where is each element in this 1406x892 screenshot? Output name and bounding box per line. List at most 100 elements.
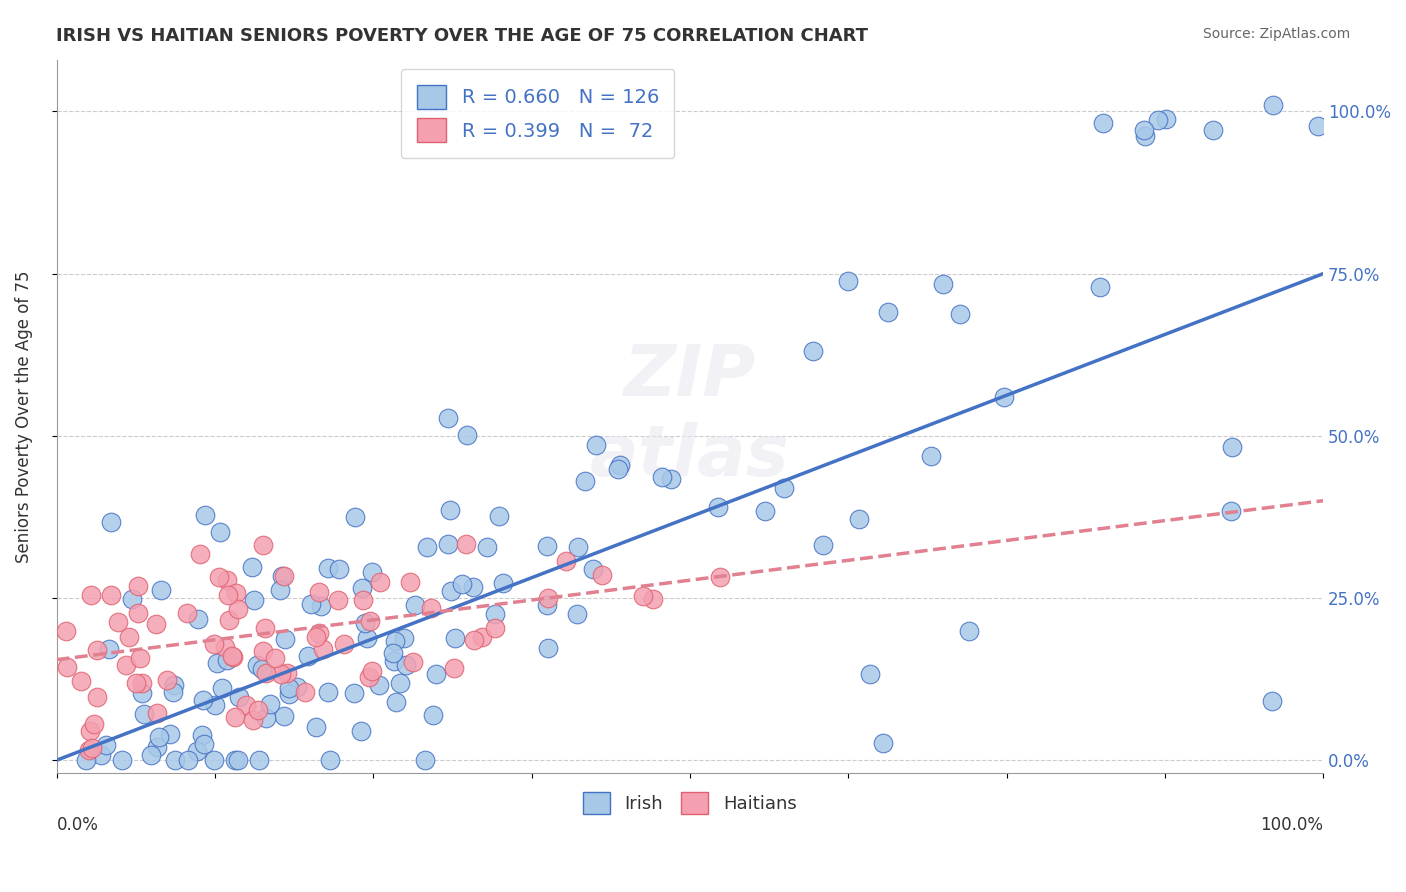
Point (350, 724, 373, 739)
Point (111, 753, 134, 767)
Point (389, 675, 412, 690)
Point (117, 630, 139, 644)
Point (332, 637, 354, 651)
Point (205, 657, 228, 671)
Point (344, 510, 367, 524)
Point (343, 686, 366, 700)
Point (186, 744, 208, 758)
Point (235, 698, 257, 712)
Point (226, 602, 249, 616)
Point (156, 673, 179, 687)
Point (1219, 504, 1241, 518)
Point (707, 500, 730, 514)
Point (211, 681, 233, 695)
Point (554, 554, 576, 568)
Point (876, 305, 898, 319)
Point (193, 738, 215, 752)
Point (297, 649, 319, 664)
Point (191, 693, 214, 707)
Point (837, 274, 859, 288)
Point (115, 658, 138, 673)
Point (194, 508, 217, 522)
Point (240, 560, 263, 574)
Point (202, 753, 225, 767)
Point (537, 640, 560, 655)
Point (920, 449, 942, 463)
Point (492, 576, 515, 591)
Point (801, 344, 824, 359)
Point (259, 697, 281, 711)
Point (148, 730, 170, 744)
Point (214, 640, 236, 654)
Point (488, 508, 510, 523)
Point (90, 748, 112, 763)
Point (249, 753, 271, 767)
Point (641, 591, 664, 606)
Y-axis label: Seniors Poverty Over the Age of 75: Seniors Poverty Over the Age of 75 (15, 270, 32, 563)
Point (224, 753, 246, 767)
Point (439, 503, 461, 517)
Point (254, 711, 277, 725)
Point (437, 411, 460, 425)
Point (277, 687, 299, 701)
Point (263, 651, 285, 665)
Point (1091, 116, 1114, 130)
Point (1306, 119, 1329, 133)
Point (361, 664, 384, 678)
Point (145, 616, 167, 631)
Point (328, 561, 350, 575)
Point (159, 727, 181, 741)
Point (419, 600, 441, 615)
Point (228, 690, 250, 704)
Point (359, 614, 381, 628)
Point (82, 741, 104, 756)
Point (269, 582, 291, 597)
Point (367, 678, 389, 692)
Point (631, 590, 654, 604)
Point (352, 581, 374, 595)
Point (451, 577, 474, 591)
Point (413, 753, 436, 767)
Point (75, 753, 97, 767)
Point (402, 655, 425, 669)
Point (107, 615, 129, 629)
Point (224, 710, 246, 724)
Text: 100.0%: 100.0% (1260, 816, 1323, 834)
Point (312, 641, 335, 656)
Point (308, 584, 330, 599)
Point (273, 709, 295, 723)
Point (221, 648, 243, 663)
Point (276, 665, 298, 680)
Point (188, 548, 211, 562)
Point (565, 607, 588, 621)
Point (141, 748, 163, 763)
Point (218, 613, 240, 627)
Point (848, 511, 870, 525)
Point (228, 753, 250, 767)
Point (382, 654, 405, 668)
Point (859, 667, 882, 681)
Point (416, 541, 439, 555)
Point (208, 570, 231, 584)
Legend: Irish, Haitians: Irish, Haitians (576, 785, 804, 822)
Point (270, 667, 292, 681)
Point (319, 753, 342, 767)
Point (305, 720, 328, 734)
Point (222, 649, 245, 664)
Point (316, 685, 339, 699)
Point (250, 662, 273, 676)
Point (204, 637, 226, 651)
Point (254, 621, 277, 635)
Point (204, 698, 226, 712)
Point (79, 723, 101, 738)
Point (463, 632, 485, 647)
Point (484, 620, 506, 634)
Point (398, 574, 420, 589)
Point (360, 565, 382, 579)
Point (83, 716, 105, 731)
Point (425, 667, 447, 681)
Point (456, 537, 478, 551)
Point (243, 593, 266, 607)
Point (150, 582, 173, 597)
Point (352, 592, 374, 607)
